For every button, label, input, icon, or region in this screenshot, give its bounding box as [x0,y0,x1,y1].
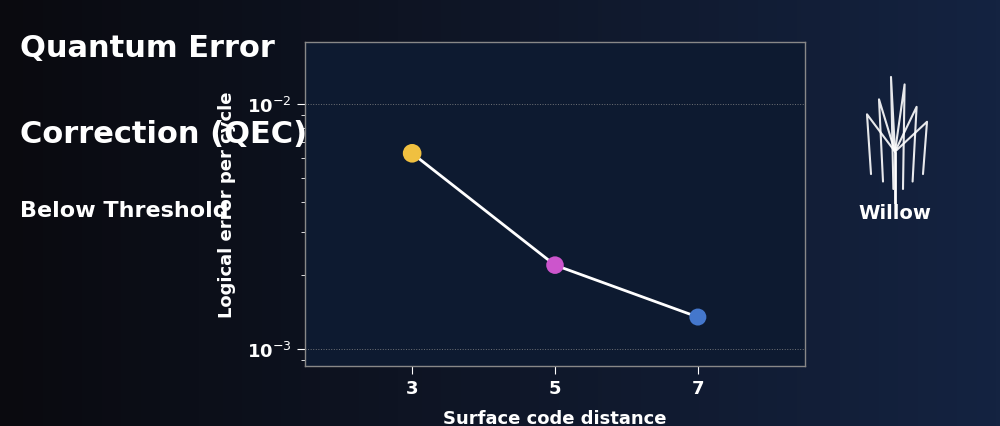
Text: Willow: Willow [859,204,931,222]
Point [690,314,706,321]
Text: Quantum Error: Quantum Error [20,34,275,63]
X-axis label: Surface code distance: Surface code distance [443,409,667,426]
Text: Correction (QEC): Correction (QEC) [20,119,307,148]
Text: Below Threshold: Below Threshold [20,200,229,220]
Y-axis label: Logical error per cycle: Logical error per cycle [218,92,236,317]
Point [404,150,420,157]
Point [547,262,563,269]
